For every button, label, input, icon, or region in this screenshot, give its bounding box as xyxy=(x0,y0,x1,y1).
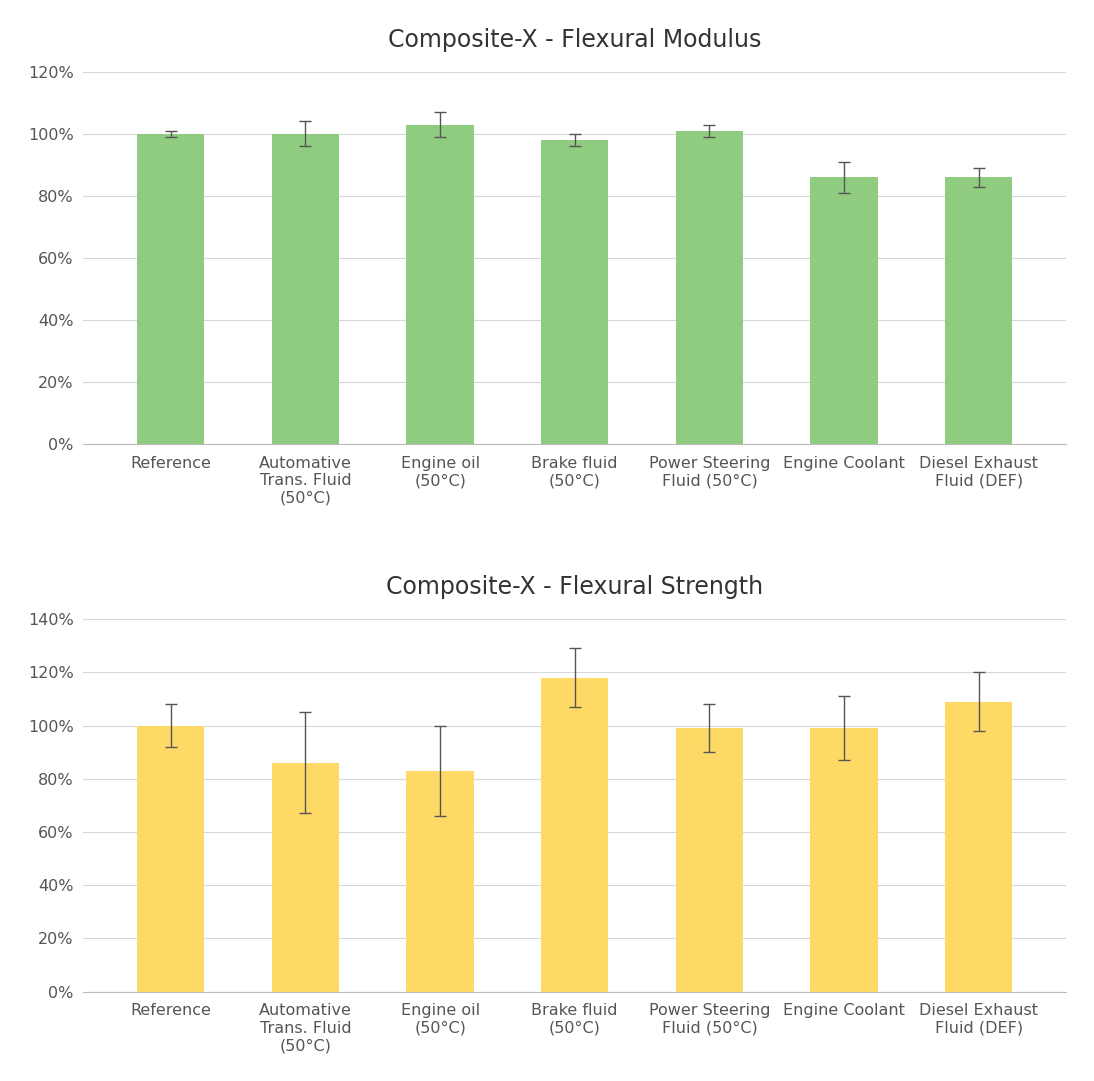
Bar xyxy=(271,134,339,444)
Bar xyxy=(945,702,1012,991)
Title: Composite-X - Flexural Strength: Composite-X - Flexural Strength xyxy=(386,575,764,599)
Bar xyxy=(271,763,339,991)
Bar xyxy=(676,729,743,991)
Bar xyxy=(945,177,1012,444)
Title: Composite-X - Flexural Modulus: Composite-X - Flexural Modulus xyxy=(388,28,761,52)
Bar xyxy=(676,131,743,444)
Bar xyxy=(406,124,474,444)
Bar xyxy=(542,141,608,444)
Bar xyxy=(406,771,474,991)
Bar xyxy=(542,678,608,991)
Bar xyxy=(811,177,877,444)
Bar xyxy=(137,134,205,444)
Bar xyxy=(137,725,205,991)
Bar xyxy=(811,729,877,991)
